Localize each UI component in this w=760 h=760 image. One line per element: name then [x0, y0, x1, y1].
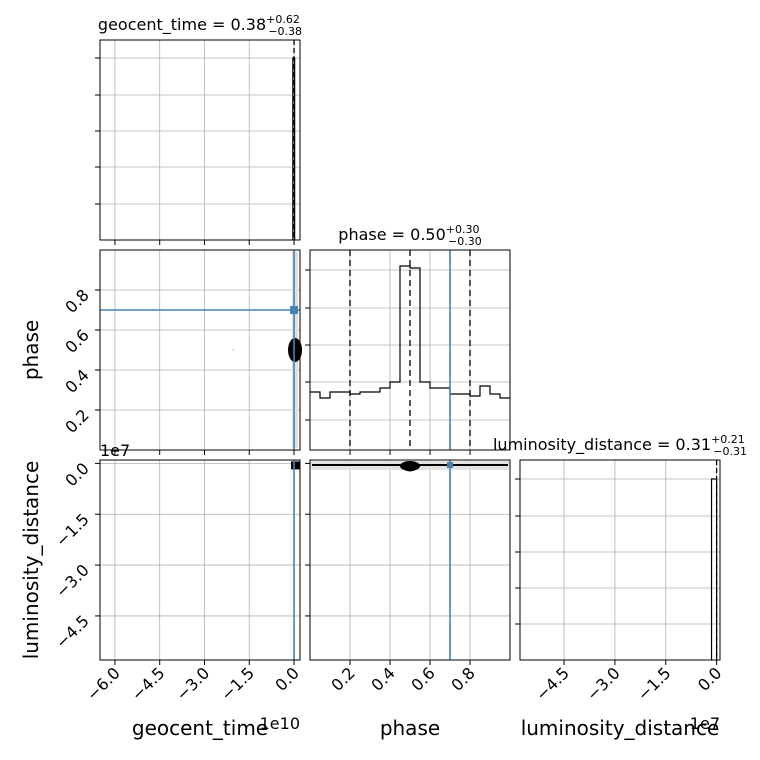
panel-phase-hist-frame	[309, 249, 511, 451]
panel-dist-hist-bg	[520, 460, 720, 660]
panel-geocent-time-hist-title: geocent_time = 0.38+0.62 −0.38	[98, 13, 302, 38]
panel-dist-vs-geocent-time-xtick-label-4: 0.0	[271, 663, 302, 694]
injection-marker-phase-dist	[447, 462, 453, 468]
panels-layer: geocent_time = 0.38+0.62 −0.380.20.40.60.…	[52, 13, 747, 704]
panel-dist-vs-phase-xtick-label-1: 0.4	[367, 663, 398, 694]
panel-phase-vs-geocent-time-ytick-label-0: 0.2	[61, 405, 92, 436]
injection-marker-geocent-phase	[290, 306, 299, 314]
x-axis-label-luminosity-distance: luminosity_distance	[521, 716, 720, 740]
panel-dist-vs-geocent-time-ytick-label-1: −3.0	[52, 560, 93, 601]
hist-phase	[310, 265, 510, 399]
panel-dist-hist-xtick-label-0: −4.5	[532, 663, 573, 704]
panel-dist-vs-phase-bg	[310, 460, 510, 660]
panel-geocent-time-hist-frame	[99, 39, 301, 241]
panel-dist-hist-xtick-label-1: −3.0	[583, 663, 624, 704]
panel-dist-vs-phase: 0.2 0.4 0.6 0.8	[305, 459, 511, 695]
offset-label-luminosity-distance-x: 1e7	[690, 714, 720, 733]
x-axis-label-geocent-time: geocent_time	[132, 716, 268, 740]
y-axis-label-luminosity-distance: luminosity_distance	[19, 461, 43, 660]
panel-dist-vs-geocent-time-xtick-label-0: −6.0	[83, 663, 124, 704]
panel-dist-vs-phase-xtick-label-0: 0.2	[327, 663, 358, 694]
panel-phase-vs-geocent-time-frame	[99, 249, 301, 451]
panel-dist-hist-title: luminosity_distance = 0.31+0.21 −0.31	[493, 433, 747, 458]
contour-blob-geocent-phase	[288, 338, 303, 362]
panel-phase-vs-geocent-time: 0.2 0.4 0.6 0.8	[61, 249, 303, 455]
panel-phase-vs-geocent-time-ytick-label-3: 0.8	[61, 285, 92, 316]
panel-dist-hist: −4.5 −3.0 −1.5 0.0 luminosity_distance = 0.3…	[493, 433, 747, 704]
panel-dist-vs-phase-xtick-label-3: 0.8	[447, 663, 478, 694]
stray-sample-point	[232, 349, 234, 351]
panel-phase-vs-geocent-time-bg	[100, 250, 300, 450]
panel-dist-vs-geocent-time-frame	[99, 459, 301, 661]
panel-geocent-time-hist: geocent_time = 0.38+0.62 −0.38	[95, 13, 302, 245]
panel-dist-vs-geocent-time-ytick-label-3: 0.0	[61, 459, 92, 490]
panel-dist-vs-geocent-time-bg	[100, 460, 300, 660]
panel-geocent-time-hist-bg	[100, 40, 300, 240]
panel-dist-vs-geocent-time-xtick-label-1: −4.5	[128, 663, 169, 704]
offset-label-geocent-time: 1e10	[260, 714, 300, 733]
hist-luminosity-distance	[710, 478, 718, 660]
panel-dist-vs-geocent-time: −6.0 −4.5 −3.0 −1.5 0.0−4.5−3.0−1.50.0	[52, 459, 303, 705]
panel-dist-hist-xtick-label-2: −1.5	[634, 663, 675, 704]
panel-dist-vs-phase-xtick-label-2: 0.6	[407, 663, 438, 694]
panel-dist-vs-geocent-time-ytick-label-0: −4.5	[52, 611, 93, 652]
contour-blob-geocent-dist	[291, 461, 301, 470]
panel-phase-vs-geocent-time-ytick-label-2: 0.6	[61, 325, 92, 356]
panel-dist-hist-xtick-label-3: 0.0	[694, 663, 725, 694]
contour-blob-phase-dist	[400, 461, 420, 471]
panel-dist-hist-frame	[519, 459, 721, 661]
panel-dist-vs-geocent-time-ytick-label-2: −1.5	[52, 510, 93, 551]
x-axis-label-phase: phase	[380, 716, 440, 740]
panel-phase-hist: phase = 0.50+0.30 −0.30	[305, 223, 511, 455]
labels-layer: 1e10 1e7 1e7 geocent_time phase luminosi…	[19, 320, 720, 740]
offset-label-luminosity-distance-y: 1e7	[100, 441, 130, 460]
panel-dist-vs-geocent-time-xtick-label-2: −3.0	[172, 663, 213, 704]
panel-phase-vs-geocent-time-ytick-label-1: 0.4	[61, 365, 92, 396]
panel-dist-vs-geocent-time-xtick-label-3: −1.5	[217, 663, 258, 704]
y-axis-label-phase: phase	[19, 320, 43, 380]
panel-phase-hist-title: phase = 0.50+0.30 −0.30	[338, 223, 481, 248]
panel-dist-vs-phase-frame	[309, 459, 511, 661]
